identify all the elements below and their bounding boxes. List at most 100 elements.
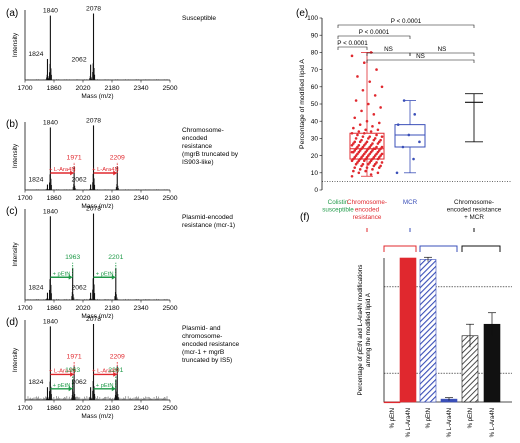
y-axis-label: Intensity [12, 143, 19, 168]
shift-label: + L-Ara4N [49, 167, 76, 173]
bar [419, 259, 437, 403]
data-point [364, 169, 367, 173]
peak-label: 1840 [43, 208, 58, 215]
data-point [380, 145, 384, 149]
y-tick-label: 10 [311, 170, 319, 177]
x-tick-label: 2500 [162, 405, 177, 412]
data-point [353, 140, 357, 144]
data-point [396, 123, 400, 126]
box [349, 132, 385, 160]
x-tick-label: 1700 [17, 85, 32, 92]
peak-label: 2209 [110, 353, 125, 360]
data-point [350, 131, 354, 135]
peak-label: 2062 [71, 379, 86, 386]
shift-label: + pEtN [96, 271, 114, 277]
group-label: encoded [355, 207, 380, 214]
peak-label: 2062 [71, 177, 86, 184]
bar [399, 257, 417, 403]
category-label: % pEtN [390, 408, 396, 428]
spectrum-title-line: Susceptible [182, 15, 216, 22]
data-point [356, 133, 359, 137]
group-bracket [383, 245, 417, 252]
data-point [380, 161, 384, 164]
peak-label: 1840 [43, 8, 58, 15]
data-point [379, 106, 382, 109]
data-point [375, 145, 378, 149]
data-point [413, 113, 417, 116]
data-point [407, 133, 411, 137]
peak-label: 2078 [86, 206, 101, 213]
shift-arrowhead [113, 170, 118, 176]
group-label: encoded resistance [447, 207, 502, 214]
x-tick-label: 2500 [162, 195, 177, 202]
peak-label: 2078 [86, 6, 101, 13]
group-label: susceptible [322, 207, 354, 214]
data-point [418, 140, 421, 144]
spectrum-title-line: resistance (mcr-1) [182, 222, 235, 229]
spectrum-title-line: resistance [182, 143, 212, 150]
shift-arrowhead [68, 386, 73, 392]
shift-label: + L-Ara4N [92, 368, 119, 374]
data-point [353, 166, 357, 169]
comparison-label: P < 0.0001 [359, 29, 390, 36]
shift-arrowhead [111, 386, 116, 392]
spectrum-title-line: encoded resistance [182, 341, 240, 348]
y-tick-label: 100 [307, 15, 318, 22]
data-point [353, 116, 357, 120]
panel-label-b: (b) [6, 119, 18, 130]
spectrum-panel-3: 1700 1860 2020 2180 2340 2500 Mass (m/z) Intens… [12, 316, 240, 420]
shift-arrowhead [111, 274, 116, 280]
data-point [361, 135, 365, 138]
comparison-bracket [366, 52, 411, 56]
comparison-label: NS [438, 46, 447, 53]
shift-label: + L-Ara4N [49, 368, 76, 374]
y-tick-label: 20 [311, 153, 319, 160]
bar [383, 401, 401, 404]
x-tick-label: 2500 [162, 85, 177, 92]
spectrum-title-line: IS903-like) [182, 159, 214, 166]
data-point [360, 138, 363, 142]
data-point [357, 130, 361, 133]
comparison-label: NS [384, 46, 393, 53]
data-point [379, 164, 382, 168]
shift-arrowhead [70, 170, 75, 176]
x-tick-label: 1860 [46, 305, 61, 312]
spectrum-title-line: (mcr-1 + mgrB [182, 349, 225, 356]
x-axis-label: Mass (m/z) [81, 203, 113, 210]
peak-label: 1824 [28, 285, 43, 292]
data-point [352, 126, 355, 130]
data-point [357, 171, 361, 175]
y-tick-label: 0 [314, 187, 318, 194]
data-point [368, 135, 372, 138]
charts-layer: 1700 1860 2020 2180 2340 2500 Mass (m/z) Intens… [12, 6, 512, 437]
x-axis-label: Mass (m/z) [81, 313, 113, 320]
peak-label: 2062 [71, 285, 86, 292]
shift-label: + L-Ara4N [92, 167, 119, 173]
comparison-bracket [337, 35, 411, 39]
spectrum-title-line: Plasmid- and [182, 325, 221, 332]
data-point [375, 133, 378, 137]
y-axis-label: Intensity [12, 32, 19, 57]
data-point [380, 85, 384, 89]
data-point [365, 166, 369, 169]
shift-arrowhead [113, 372, 118, 377]
peak-label: 2062 [71, 57, 86, 64]
comparison-bracket [337, 46, 368, 50]
x-tick-label: 2020 [75, 405, 90, 412]
y-axis-label: among the modified lipid A [365, 292, 372, 367]
group-label: Chromosome- [454, 199, 494, 206]
y-tick-label: 30 [311, 136, 319, 143]
panel-label-f: (f) [300, 212, 309, 223]
y-axis-label: Percentage of pEtN and L-Ara4N modificat… [357, 265, 364, 396]
peak-label: 1971 [67, 353, 82, 360]
x-tick-label: 2340 [133, 195, 148, 202]
y-tick-label: 80 [311, 50, 319, 57]
comparison-label: P < 0.0001 [337, 40, 368, 47]
data-point [357, 143, 361, 147]
comparison-label: NS [416, 53, 425, 60]
panel-label-e: (e) [296, 8, 308, 19]
data-point [354, 99, 358, 102]
data-point [395, 171, 399, 175]
group-label: Chromosome- [347, 199, 387, 206]
data-point [376, 171, 380, 175]
